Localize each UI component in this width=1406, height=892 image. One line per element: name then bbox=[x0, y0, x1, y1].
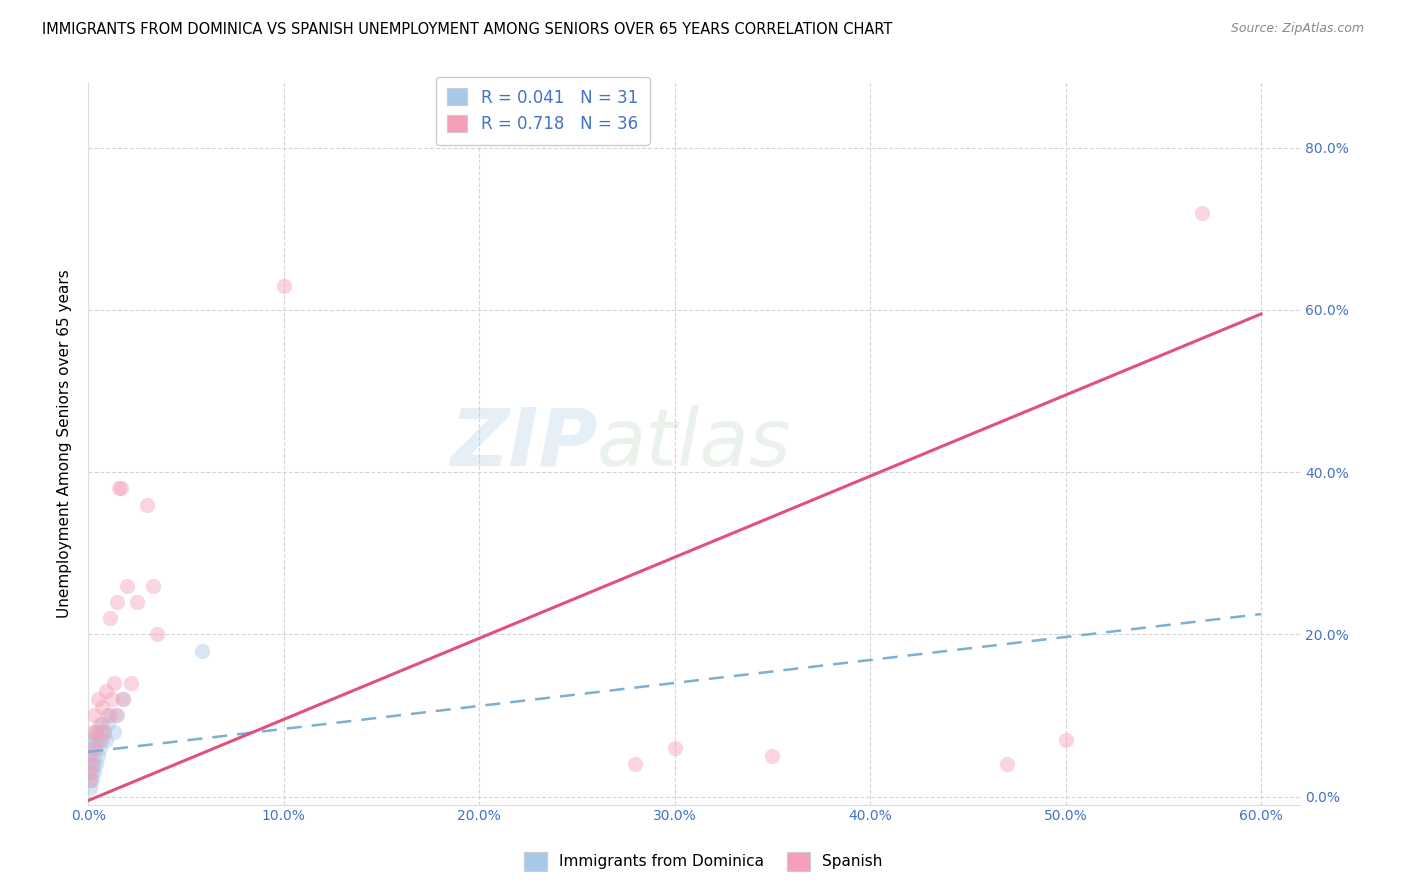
Point bbox=[103, 724, 125, 739]
Point bbox=[80, 757, 103, 772]
Point bbox=[79, 773, 101, 788]
Text: IMMIGRANTS FROM DOMINICA VS SPANISH UNEMPLOYMENT AMONG SENIORS OVER 65 YEARS COR: IMMIGRANTS FROM DOMINICA VS SPANISH UNEM… bbox=[42, 22, 893, 37]
Text: ZIP: ZIP bbox=[450, 405, 598, 483]
Point bbox=[112, 692, 135, 706]
Point bbox=[1191, 205, 1213, 219]
Point bbox=[89, 724, 111, 739]
Point bbox=[80, 724, 103, 739]
Point bbox=[84, 740, 107, 755]
Point bbox=[83, 708, 105, 723]
Text: atlas: atlas bbox=[598, 405, 792, 483]
Point bbox=[1054, 732, 1077, 747]
Point bbox=[89, 732, 111, 747]
Point bbox=[89, 716, 111, 731]
Point bbox=[83, 740, 105, 755]
Point bbox=[624, 757, 647, 772]
Point bbox=[90, 700, 112, 714]
Y-axis label: Unemployment Among Seniors over 65 years: Unemployment Among Seniors over 65 years bbox=[58, 269, 72, 618]
Point bbox=[117, 579, 139, 593]
Legend: R = 0.041   N = 31, R = 0.718   N = 36: R = 0.041 N = 31, R = 0.718 N = 36 bbox=[436, 77, 650, 145]
Point bbox=[98, 708, 121, 723]
Point bbox=[89, 740, 111, 755]
Point bbox=[79, 781, 101, 796]
Point bbox=[87, 748, 110, 763]
Point bbox=[103, 676, 125, 690]
Legend: Immigrants from Dominica, Spanish: Immigrants from Dominica, Spanish bbox=[515, 843, 891, 880]
Point bbox=[761, 748, 783, 763]
Point bbox=[93, 724, 115, 739]
Point bbox=[79, 773, 101, 788]
Point bbox=[273, 278, 295, 293]
Point bbox=[79, 765, 101, 780]
Point bbox=[145, 627, 167, 641]
Point bbox=[104, 708, 127, 723]
Point bbox=[87, 732, 110, 747]
Point bbox=[664, 740, 686, 755]
Point bbox=[110, 481, 132, 495]
Point bbox=[93, 724, 115, 739]
Point bbox=[94, 684, 117, 698]
Point bbox=[83, 732, 105, 747]
Point bbox=[107, 595, 129, 609]
Point bbox=[108, 481, 131, 495]
Point bbox=[125, 595, 148, 609]
Point bbox=[83, 765, 105, 780]
Point bbox=[97, 708, 120, 723]
Point bbox=[107, 708, 129, 723]
Point bbox=[90, 732, 112, 747]
Point bbox=[79, 757, 101, 772]
Point bbox=[142, 579, 165, 593]
Point bbox=[97, 716, 120, 731]
Point bbox=[84, 724, 107, 739]
Point bbox=[995, 757, 1018, 772]
Point bbox=[190, 643, 212, 657]
Point bbox=[84, 757, 107, 772]
Point bbox=[83, 748, 105, 763]
Point bbox=[98, 611, 121, 625]
Point bbox=[80, 732, 103, 747]
Text: Source: ZipAtlas.com: Source: ZipAtlas.com bbox=[1230, 22, 1364, 36]
Point bbox=[135, 498, 157, 512]
Point bbox=[90, 716, 112, 731]
Point bbox=[80, 740, 103, 755]
Point bbox=[100, 692, 122, 706]
Point bbox=[94, 732, 117, 747]
Point bbox=[112, 692, 135, 706]
Point bbox=[80, 757, 103, 772]
Point bbox=[80, 773, 103, 788]
Point bbox=[79, 748, 101, 763]
Point bbox=[79, 765, 101, 780]
Point bbox=[79, 748, 101, 763]
Point bbox=[83, 757, 105, 772]
Point bbox=[87, 692, 110, 706]
Point bbox=[120, 676, 142, 690]
Point bbox=[84, 724, 107, 739]
Point bbox=[80, 765, 103, 780]
